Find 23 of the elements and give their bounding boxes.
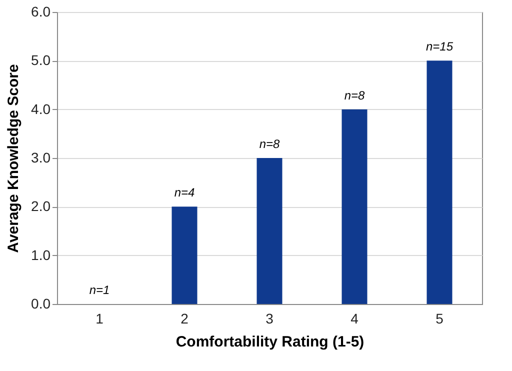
annotation: n=4	[174, 186, 195, 200]
x-tick-label: 3	[266, 310, 274, 326]
y-axis-title: Average Knowledge Score	[5, 64, 22, 253]
x-tick-label: 5	[436, 310, 444, 326]
y-tick-label: 0.0	[31, 296, 51, 312]
x-axis-title: Comfortability Rating (1-5)	[176, 334, 364, 350]
y-tick-label: 6.0	[31, 4, 51, 20]
bar	[256, 158, 282, 304]
annotation: n=8	[259, 137, 280, 151]
x-tick-label: 2	[180, 310, 189, 326]
y-tick-label: 5.0	[31, 52, 51, 68]
bar	[172, 206, 198, 304]
y-tick-label: 4.0	[31, 100, 51, 117]
x-tick-label: 4	[350, 310, 359, 326]
bar	[342, 109, 368, 304]
annotation: n=8	[344, 88, 365, 102]
annotation: n=15	[426, 40, 454, 54]
y-tick-label: 3.0	[31, 150, 51, 166]
annotation: n=1	[89, 283, 110, 297]
y-tick-label: 2.0	[31, 198, 51, 214]
x-tick-label: 1	[96, 310, 104, 326]
y-tick-label: 1.0	[31, 246, 51, 263]
bar	[426, 60, 452, 304]
